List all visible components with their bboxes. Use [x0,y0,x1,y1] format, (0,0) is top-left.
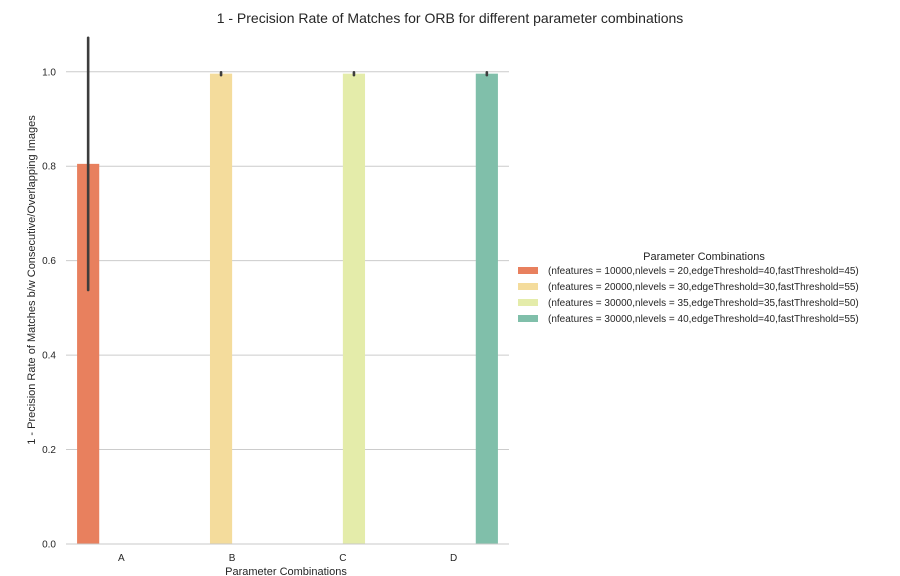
chart-title: 1 - Precision Rate of Matches for ORB fo… [217,10,684,26]
legend-swatch [518,299,538,306]
legend-label: (nfeatures = 20000,nlevels = 30,edgeThre… [548,282,859,293]
bars [77,73,498,545]
x-tick-label: B [229,553,236,564]
y-tick-label: 0.8 [42,162,56,173]
legend-label: (nfeatures = 30000,nlevels = 40,edgeThre… [548,314,859,325]
y-tick-label: 1.0 [42,67,56,78]
bar [475,73,498,545]
legend: Parameter Combinations (nfeatures = 1000… [518,251,859,325]
y-tick-label: 0.0 [42,540,56,551]
y-tick-label: 0.2 [42,445,56,456]
bar [209,73,233,545]
y-tick-label: 0.4 [42,351,56,362]
legend-label: (nfeatures = 30000,nlevels = 35,edgeThre… [548,298,859,309]
legend-swatch [518,267,538,274]
legend-swatch [518,315,538,322]
legend-title: Parameter Combinations [643,251,765,263]
x-tick-label: C [339,553,346,564]
x-tick-label: A [118,553,125,564]
y-axis-label: 1 - Precision Rate of Matches b/w Consec… [26,115,38,445]
y-tick-label: 0.6 [42,256,56,267]
bar [342,73,366,545]
gridlines [66,71,509,451]
legend-swatch [518,283,538,290]
x-tick-label: D [450,553,457,564]
x-tick-labels: A B C D [118,553,457,564]
x-axis-label: Parameter Combinations [225,566,347,576]
y-tick-labels: 0.0 0.2 0.4 0.6 0.8 1.0 [42,67,56,550]
legend-items: (nfeatures = 10000,nlevels = 20,edgeThre… [518,266,859,325]
bar [77,163,100,544]
legend-label: (nfeatures = 10000,nlevels = 20,edgeThre… [548,266,859,277]
error-bars [86,36,489,292]
